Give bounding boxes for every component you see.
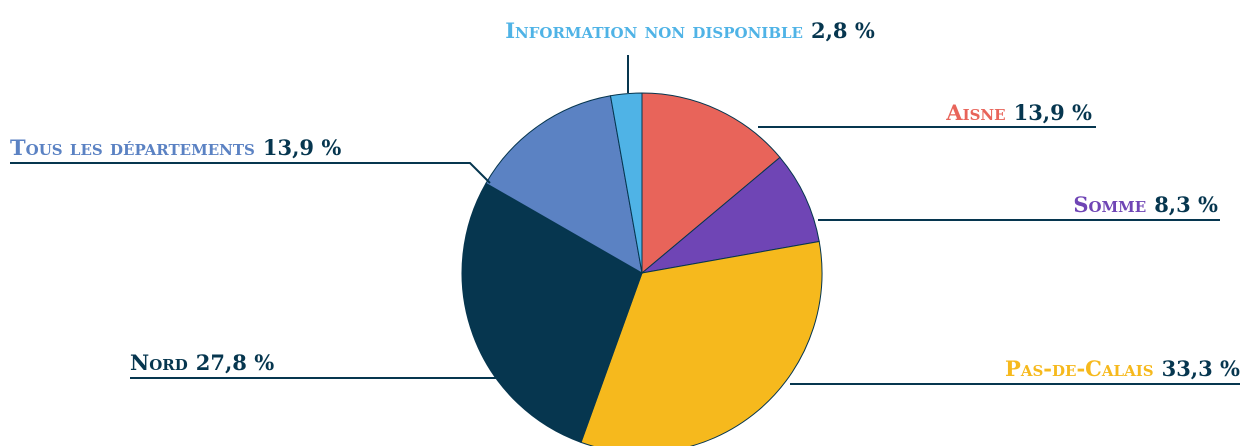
value-label: 27,8 % bbox=[196, 350, 274, 375]
value-label: 33,3 % bbox=[1162, 356, 1240, 381]
category-name: Somme bbox=[1073, 192, 1146, 217]
slice-label: Aisne 13,9 % bbox=[945, 100, 1092, 125]
slice-label: Pas-de-Calais 33,3 % bbox=[1005, 356, 1240, 381]
value-label: 13,9 % bbox=[1014, 100, 1092, 125]
category-name: Aisne bbox=[945, 100, 1005, 125]
value-label: 8,3 % bbox=[1154, 192, 1218, 217]
value-label: 2,8 % bbox=[811, 18, 875, 43]
pie-slice bbox=[609, 92, 643, 274]
leader-line bbox=[10, 162, 491, 184]
slice-label: Information non disponible 2,8 % bbox=[505, 18, 875, 43]
pie-slice bbox=[641, 92, 781, 275]
slice-label: Nord 27,8 % bbox=[130, 350, 274, 375]
pie-slice bbox=[485, 95, 643, 274]
pie-slice bbox=[640, 156, 820, 274]
category-name: Information non disponible bbox=[505, 18, 803, 43]
category-name: Tous les départements bbox=[10, 135, 255, 160]
slice-label: Tous les départements 13,9 % bbox=[10, 135, 341, 160]
category-name: Nord bbox=[130, 350, 188, 375]
pie-slice bbox=[580, 240, 823, 446]
slice-label: Somme 8,3 % bbox=[1073, 192, 1218, 217]
value-label: 13,9 % bbox=[263, 135, 341, 160]
category-name: Pas-de-Calais bbox=[1005, 356, 1154, 381]
